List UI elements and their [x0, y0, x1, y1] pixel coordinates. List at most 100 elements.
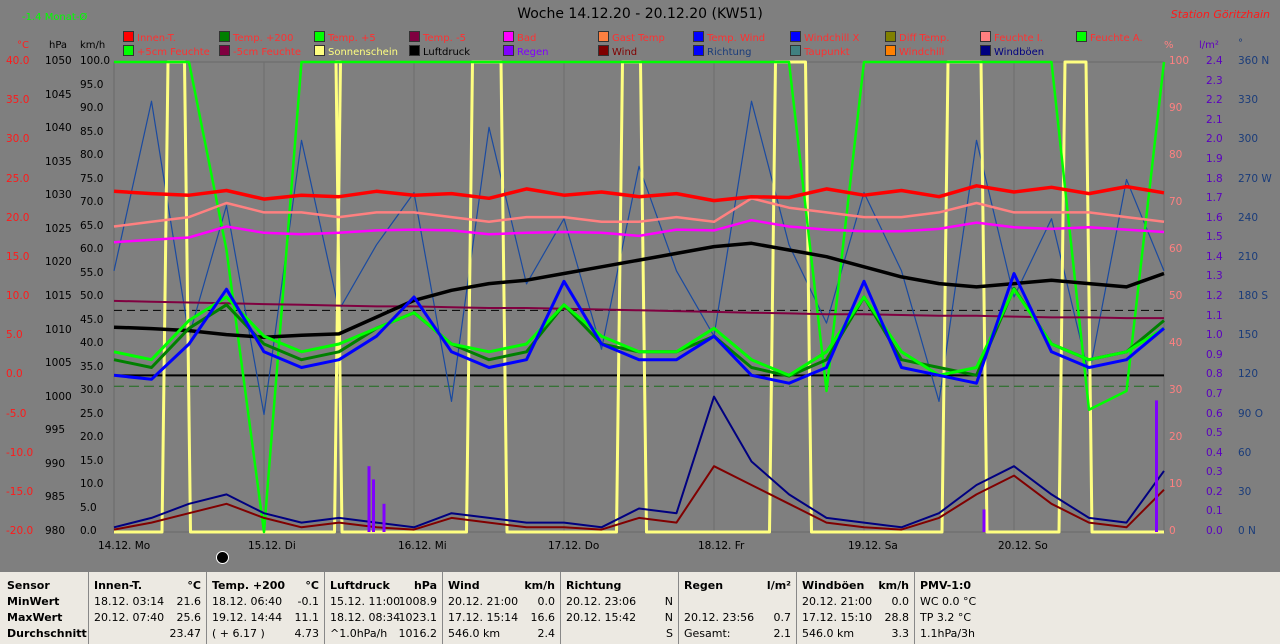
hpa-tick-label: 1025: [45, 222, 72, 235]
percent-unit: %: [1164, 40, 1174, 51]
day-tick-label: 14.12. Mo: [98, 540, 151, 552]
legend-item: Windchill X: [790, 31, 859, 44]
legend-item: +5cm Feuchte: [123, 45, 210, 58]
direction-tick-label: 90 O: [1238, 407, 1263, 420]
legend-item: Sonnenschein: [314, 45, 398, 58]
legend-label: -5cm Feuchte: [233, 47, 301, 58]
stats-cell: N: [664, 611, 673, 624]
kmh-tick-label: 40.0: [80, 337, 104, 349]
stats-cell: 4.73: [294, 627, 320, 640]
legend-label: +5cm Feuchte: [137, 47, 210, 58]
rain-tick-label: 1.7: [1206, 192, 1223, 205]
stats-cell: 25.6: [176, 611, 202, 624]
hpa-tick-label: 1005: [45, 357, 72, 370]
chart-title: Woche 14.12.20 - 20.12.20 (KW51): [517, 6, 763, 22]
legend-item: Windböen: [980, 45, 1044, 58]
kmh-tick-label: 5.0: [80, 501, 97, 514]
stats-cell: 1008.9: [398, 595, 438, 608]
stats-cell: km/h: [878, 579, 909, 592]
rain-tick-label: 2.4: [1206, 55, 1223, 67]
stats-column: Windböen km/h 20.12. 21:00 0.0 17.12. 15:10 2…: [796, 572, 915, 644]
legend-swatch: [219, 45, 230, 56]
legend-swatch: [219, 31, 230, 42]
stats-cell: Regen: [684, 579, 724, 592]
celsius-tick-label: 10.0: [6, 290, 30, 302]
stats-cell: 17.12. 15:10: [802, 611, 873, 624]
stats-cell: 18.12. 03:14: [94, 595, 165, 608]
legend-label: Feuchte A.: [1090, 33, 1143, 44]
legend-swatch: [598, 45, 609, 56]
stats-cell: 20.12. 23:06: [566, 595, 637, 608]
stats-cell: 15.12. 11:00: [330, 595, 401, 608]
legend-item: Temp. +200: [219, 31, 293, 44]
stats-cell: 20.12. 23:56: [684, 611, 755, 624]
rain-tick-label: 1.0: [1206, 329, 1223, 342]
celsius-tick-label: 20.0: [6, 211, 30, 224]
rain-tick-label: 1.8: [1206, 172, 1223, 185]
deg-unit: °: [1238, 38, 1243, 49]
rain-unit: l/m²: [1199, 40, 1219, 51]
direction-tick-label: 270 W: [1238, 172, 1272, 185]
stats-cell: 1.1hPa/3h: [920, 627, 976, 640]
celsius-tick-label: 30.0: [6, 133, 30, 146]
percent-tick-label: 0: [1169, 525, 1176, 537]
celsius-tick-label: 5.0: [6, 329, 23, 342]
stats-cell: TP 3.2 °C: [920, 611, 972, 624]
hpa-tick-label: 980: [45, 525, 66, 537]
series-layer: [113, 60, 1166, 534]
stats-cell: 11.1: [294, 611, 320, 624]
legend-label: Temp. Wind: [707, 33, 766, 44]
celsius-tick-label: 15.0: [6, 250, 30, 263]
percent-tick-label: 60: [1169, 243, 1183, 255]
percent-tick-label: 10: [1169, 478, 1183, 490]
legend-swatch: [409, 31, 420, 42]
legend-item: Temp. +5: [314, 31, 376, 44]
celsius-tick-label: -15.0: [6, 485, 34, 498]
legend-label: Windböen: [994, 47, 1045, 58]
direction-tick-label: 210: [1238, 250, 1259, 263]
day-tick-label: 16.12. Mi: [398, 540, 447, 552]
legend-swatch: [123, 45, 134, 56]
percent-tick-label: 40: [1169, 337, 1183, 349]
stats-cell: ( + 6.17 ): [212, 627, 265, 640]
direction-tick-label: 180 S: [1238, 290, 1269, 302]
rain-tick-label: 0.1: [1206, 505, 1223, 518]
stats-cell: 28.8: [884, 611, 910, 624]
rain-tick-label: 1.9: [1206, 152, 1223, 165]
hpa-tick-label: 1020: [45, 256, 72, 269]
legend-label: Windchill: [899, 47, 945, 58]
stats-cell: 18.12. 06:40: [212, 595, 283, 608]
legend-item: Bad: [503, 31, 536, 44]
stats-column: Luftdruck hPa 15.12. 11:00 1008.9 18.12. 08:…: [324, 572, 443, 644]
stats-cell: 17.12. 15:14: [448, 611, 519, 624]
kmh-tick-label: 50.0: [80, 290, 104, 302]
legend-swatch: [980, 45, 991, 56]
legend-label: Feuchte I.: [994, 33, 1043, 44]
rain-bar: [982, 509, 986, 532]
legend-label: Luftdruck: [423, 47, 471, 58]
legend-swatch: [980, 31, 991, 42]
legend-label: Temp. +200: [233, 33, 294, 44]
legend-item: Gast Temp: [598, 31, 665, 44]
moon-phase-icon: [216, 551, 229, 564]
legend-swatch: [790, 31, 801, 42]
day-tick-label: 17.12. Do: [548, 540, 600, 552]
kmh-tick-label: 55.0: [80, 266, 104, 279]
legend-label: Richtung: [707, 47, 752, 58]
row-label-avg: Durchschnitt: [7, 627, 87, 640]
rain-tick-label: 0.4: [1206, 446, 1223, 459]
series-line-temp-5: [113, 299, 1164, 320]
stats-cell: 18.12. 08:34: [330, 611, 401, 624]
stats-cell: 20.12. 15:42: [566, 611, 637, 624]
legend-swatch: [123, 31, 134, 42]
legend-swatch: [693, 45, 704, 56]
stats-cell: Richtung: [566, 579, 622, 592]
stats-cell: 20.12. 21:00: [448, 595, 519, 608]
hpa-tick-label: 1035: [45, 155, 72, 168]
legend-item: -5cm Feuchte: [219, 45, 301, 58]
legend-label: Temp. -5: [423, 33, 466, 44]
percent-tick-label: 50: [1169, 290, 1183, 302]
chart-grid: [114, 62, 1164, 532]
rain-tick-label: 0.7: [1206, 387, 1223, 400]
hpa-tick-label: 1015: [45, 290, 72, 302]
